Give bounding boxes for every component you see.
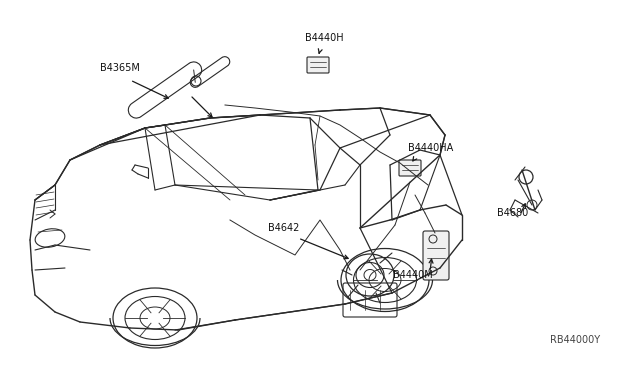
- FancyBboxPatch shape: [423, 231, 449, 280]
- Text: B4440H: B4440H: [305, 33, 344, 43]
- Text: B4440M: B4440M: [393, 270, 433, 280]
- Text: B4642: B4642: [268, 223, 300, 233]
- Text: B4680: B4680: [497, 208, 528, 218]
- FancyBboxPatch shape: [307, 57, 329, 73]
- Text: RB44000Y: RB44000Y: [550, 335, 600, 345]
- Text: B4440HA: B4440HA: [408, 143, 453, 153]
- Text: B4365M: B4365M: [100, 63, 140, 73]
- FancyBboxPatch shape: [399, 160, 421, 176]
